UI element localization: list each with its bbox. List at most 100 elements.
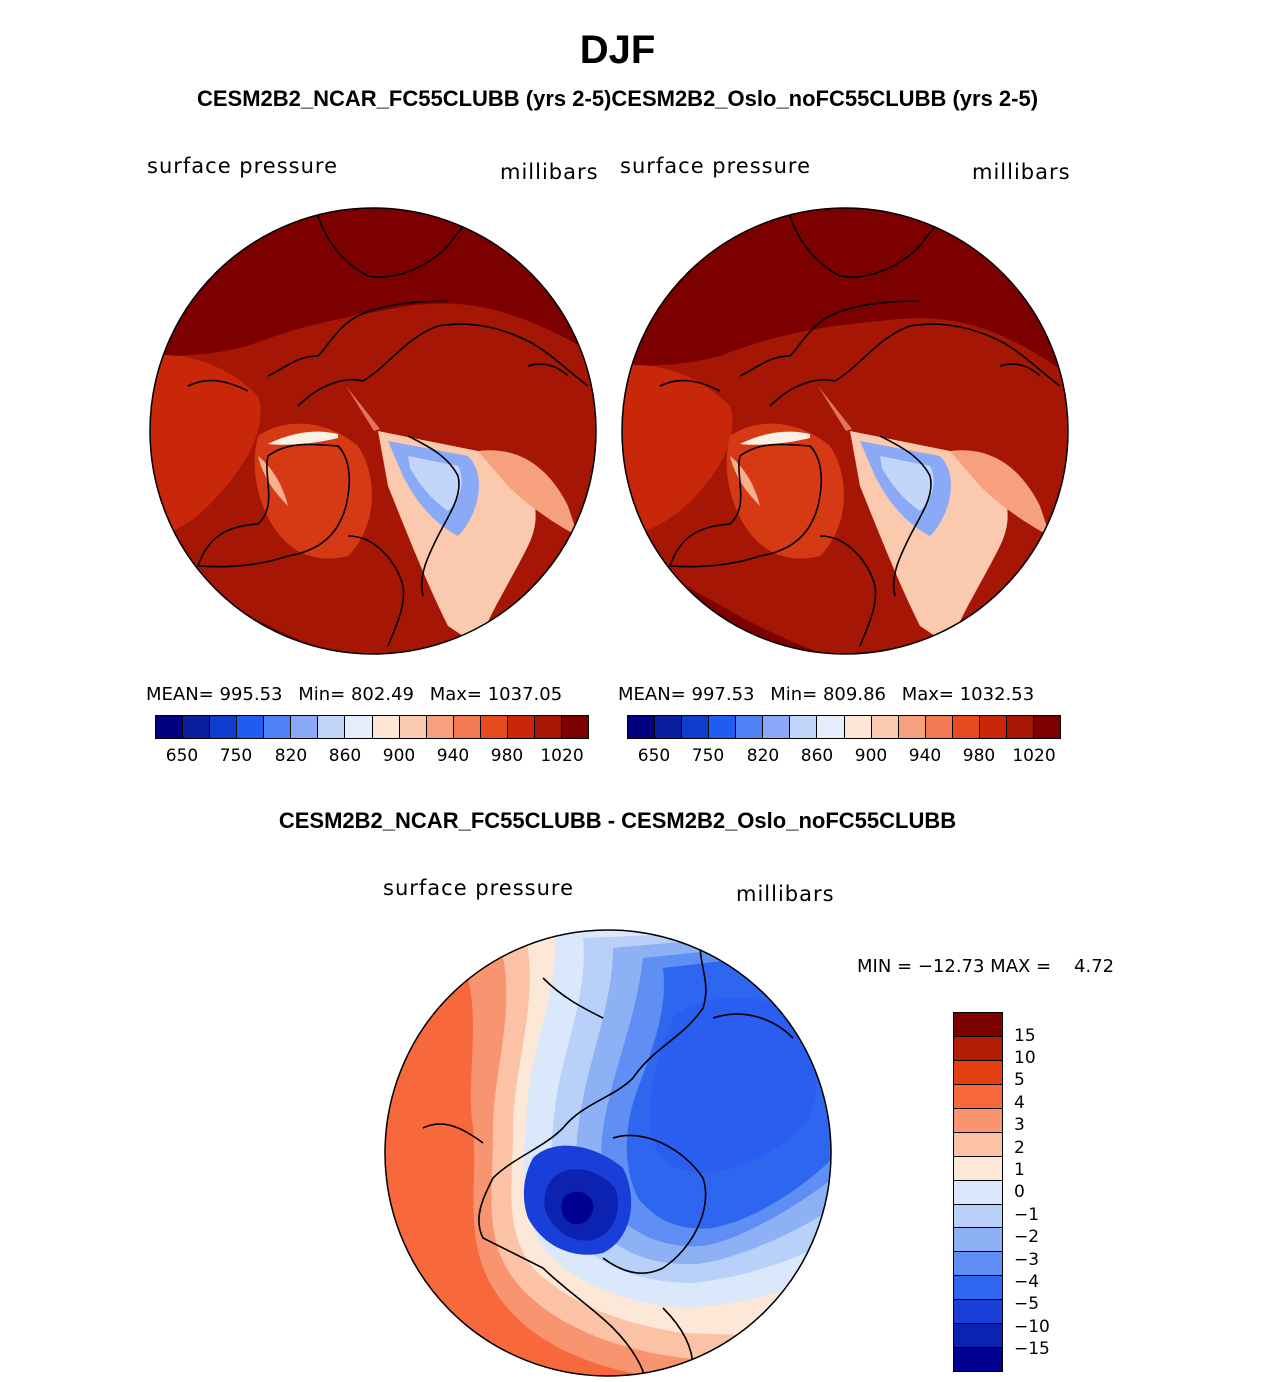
difference-colorbar-swatch (954, 1108, 1002, 1133)
panel-1-colorbar-swatch (210, 716, 238, 738)
panel-2-units-label: millibars (972, 160, 1071, 184)
panel-2-polar-map (621, 207, 1069, 655)
panel-1-colorbar-tick: 1020 (540, 746, 584, 766)
panel-1-colorbar-swatch (480, 716, 508, 738)
panel-2-colorbar-swatch (952, 716, 980, 738)
panel-1-colorbar-swatch (345, 716, 373, 738)
panel-1-units-label: millibars (500, 160, 599, 184)
panel-2-colorbar-tick: 1020 (1012, 746, 1056, 766)
panel-2-colorbar-swatch (925, 716, 953, 738)
pressure-field-greenland (254, 423, 372, 559)
panel-2-max-value: 1032.53 (959, 684, 1035, 705)
panel-2-variable-label: surface pressure (620, 154, 811, 178)
difference-colorbar-tick: −4 (1014, 1272, 1040, 1292)
panel-2-colorbar-swatch (682, 716, 710, 738)
panel-2-colorbar-swatch (763, 716, 791, 738)
panel-1-coastlines (187, 210, 589, 647)
panel-1-map-boundary (149, 207, 597, 655)
pressure-field-high-north (622, 208, 1068, 376)
difference-colorbar-swatch (954, 1204, 1002, 1229)
difference-colorbar-swatch (954, 1300, 1002, 1325)
panel-2-min-label: Min= (770, 684, 818, 705)
panel-1-colorbar-swatch (426, 716, 454, 738)
panel-2-mean-value: 997.53 (691, 684, 755, 705)
panel-1-colorbar-swatch (156, 716, 184, 738)
difference-colorbar-tick: 3 (1014, 1115, 1025, 1135)
panel-2-max-label: Max= (901, 684, 954, 705)
difference-colorbar-tick: −15 (1014, 1339, 1050, 1359)
difference-colorbar-tick: −5 (1014, 1294, 1040, 1314)
panel-2-colorbar-swatch (628, 716, 656, 738)
difference-units-label: millibars (736, 882, 835, 906)
panel-2-coastlines (659, 210, 1061, 647)
panel-2-mean-label: MEAN= (618, 684, 686, 705)
panel-1-colorbar-tick: 820 (274, 746, 308, 766)
panel-1-mean-value: 995.53 (219, 684, 283, 705)
pressure-field-high-north (150, 208, 596, 356)
panel-1-colorbar-swatch (507, 716, 535, 738)
panel-2-colorbar-tick: 980 (962, 746, 996, 766)
difference-colorbar-tick: 2 (1014, 1138, 1025, 1158)
difference-colorbar-tick: 1 (1014, 1160, 1025, 1180)
panel-1-variable-label: surface pressure (147, 154, 338, 178)
difference-colorbar-swatch (954, 1324, 1002, 1349)
difference-colorbar-swatch (954, 1276, 1002, 1301)
difference-map-boundary (384, 929, 832, 1377)
page-title: DJF (579, 28, 656, 72)
panel-2-colorbar-swatch (979, 716, 1007, 738)
panel-1-colorbar-tick: 980 (490, 746, 524, 766)
panel-2-colorbar-swatch (1006, 716, 1034, 738)
panel-1-colorbar-tick: 650 (165, 746, 199, 766)
panel-2-colorbar-tick: 750 (691, 746, 725, 766)
difference-colorbar-swatch (954, 1180, 1002, 1205)
panel-2-colorbar-swatch (844, 716, 872, 738)
difference-colorbar-swatch (954, 1348, 1002, 1372)
difference-variable-label: surface pressure (383, 876, 574, 900)
difference-colorbar-swatch (954, 1060, 1002, 1085)
panel-1-colorbar (155, 715, 589, 739)
panel-1-colorbar-swatch (534, 716, 562, 738)
difference-title: CESM2B2_NCAR_FC55CLUBB - CESM2B2_Oslo_no… (278, 808, 957, 833)
panel-2-stats: MEAN= 997.53 Min= 809.86 Max= 1032.53 (618, 684, 1034, 705)
difference-colorbar-swatch (954, 1156, 1002, 1181)
panel-1-colorbar-tick: 940 (436, 746, 470, 766)
difference-colorbar-swatch (954, 1252, 1002, 1277)
panel-1-colorbar-swatch (561, 716, 588, 738)
panel-1-colorbar-swatch (318, 716, 346, 738)
panel-2-colorbar-swatch (736, 716, 764, 738)
panel-1-colorbar-tick: 860 (328, 746, 362, 766)
difference-colorbar-tick: 0 (1014, 1182, 1025, 1202)
panel-2-colorbar-swatch (790, 716, 818, 738)
difference-colorbar-swatch (954, 1084, 1002, 1109)
panel-2-min-value: 809.86 (822, 684, 886, 705)
difference-colorbar-tick: −10 (1014, 1317, 1050, 1337)
difference-colorbar-tick: −2 (1014, 1227, 1040, 1247)
panel-1-polar-map (149, 207, 597, 655)
pressure-field-west (622, 365, 733, 536)
pressure-field-west (150, 355, 261, 536)
panel-1-colorbar-swatch (291, 716, 319, 738)
difference-colorbar-swatch (954, 1036, 1002, 1061)
panel-2-colorbar-ticks: 650 750 820 860 900 940 980 1020 (627, 746, 1061, 768)
difference-minmax: MIN = −12.73 MAX = 4.72 (857, 956, 1115, 977)
difference-colorbar-tick: 4 (1014, 1093, 1025, 1113)
panel-2-colorbar-swatch (871, 716, 899, 738)
panel-1-colorbar-swatch (453, 716, 481, 738)
panel-1-colorbar-swatch (399, 716, 427, 738)
panel-2-colorbar-tick: 940 (908, 746, 942, 766)
cases-subtitle: CESM2B2_NCAR_FC55CLUBB (yrs 2-5)CESM2B2_… (196, 86, 1039, 111)
pressure-field-greenland (726, 423, 844, 559)
panel-1-colorbar-swatch (183, 716, 211, 738)
difference-colorbar-swatch (954, 1228, 1002, 1253)
panel-2-colorbar-swatch (709, 716, 737, 738)
difference-polar-map (384, 929, 832, 1377)
panel-1-colorbar-tick: 900 (382, 746, 416, 766)
difference-colorbar (953, 1012, 1003, 1372)
panel-1-colorbar-swatch (237, 716, 265, 738)
difference-colorbar-tick: 10 (1014, 1048, 1036, 1068)
panel-2-colorbar-tick: 820 (746, 746, 780, 766)
panel-1-colorbar-swatch (264, 716, 292, 738)
panel-2-colorbar-swatch (1033, 716, 1060, 738)
difference-colorbar-tick: −1 (1014, 1205, 1040, 1225)
panel-2-colorbar-tick: 650 (637, 746, 671, 766)
